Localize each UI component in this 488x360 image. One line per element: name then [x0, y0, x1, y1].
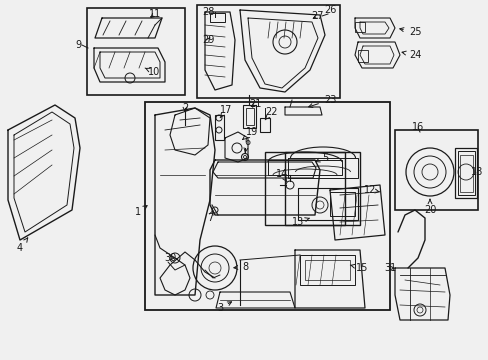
Text: 9: 9: [75, 40, 81, 50]
Bar: [285, 152, 359, 225]
Text: 29: 29: [202, 35, 214, 45]
Text: 7: 7: [206, 210, 213, 223]
Text: 20: 20: [423, 199, 435, 215]
Text: 15: 15: [349, 263, 367, 273]
Text: 27: 27: [311, 11, 324, 21]
Text: 6: 6: [244, 137, 249, 153]
Bar: [394, 130, 477, 210]
Text: 31: 31: [383, 263, 395, 273]
Text: 13: 13: [291, 217, 309, 227]
Text: 12: 12: [363, 185, 378, 195]
Bar: [329, 192, 354, 216]
Bar: [260, 118, 269, 132]
Text: 16: 16: [411, 122, 423, 132]
Text: 21: 21: [248, 99, 261, 109]
Text: 2: 2: [182, 103, 188, 113]
Text: 26: 26: [323, 5, 336, 15]
Text: 19: 19: [242, 127, 258, 139]
Text: 23: 23: [308, 95, 336, 108]
Bar: [87, 8, 184, 95]
Bar: [243, 105, 256, 128]
Bar: [245, 108, 253, 125]
Text: 18: 18: [470, 167, 482, 177]
Bar: [87, 8, 184, 95]
Bar: [357, 50, 367, 62]
Text: 11: 11: [148, 9, 161, 19]
Bar: [305, 260, 349, 280]
Bar: [394, 130, 474, 210]
Text: 30: 30: [163, 253, 176, 263]
Text: 14: 14: [275, 169, 287, 182]
Bar: [145, 102, 389, 310]
Bar: [264, 152, 345, 225]
Text: 3: 3: [217, 302, 231, 313]
Text: 24: 24: [401, 50, 420, 60]
Text: 28: 28: [202, 7, 214, 17]
Text: 4: 4: [17, 238, 28, 253]
Text: 5: 5: [315, 153, 327, 163]
Bar: [197, 5, 339, 98]
Text: 22: 22: [264, 107, 278, 120]
Bar: [145, 102, 389, 310]
Bar: [454, 148, 476, 198]
Text: 17: 17: [220, 105, 232, 118]
Bar: [459, 155, 472, 192]
Text: 25: 25: [399, 27, 420, 37]
Bar: [299, 255, 354, 285]
Bar: [349, 8, 419, 75]
Text: 10: 10: [145, 67, 160, 77]
Bar: [197, 5, 339, 98]
Text: 8: 8: [233, 262, 247, 272]
Bar: [457, 151, 474, 195]
Text: 1: 1: [135, 206, 147, 217]
Bar: [215, 115, 224, 140]
Bar: [354, 22, 364, 32]
Bar: [209, 13, 224, 22]
